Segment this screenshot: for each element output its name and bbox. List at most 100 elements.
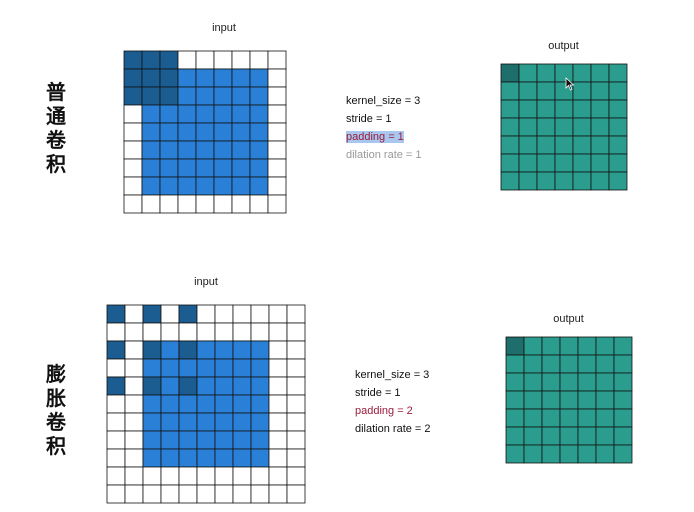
padding-cell <box>214 304 234 324</box>
padding-cell <box>178 322 198 342</box>
padding-cell <box>286 394 306 414</box>
padding-cell <box>160 466 180 486</box>
padding-cell <box>123 104 143 124</box>
input-cell <box>250 412 270 432</box>
padding-cell <box>196 484 216 504</box>
input-cell <box>160 394 180 414</box>
output-cell <box>500 117 520 137</box>
output-cell <box>590 171 610 191</box>
input-cell <box>231 122 251 142</box>
kernel-cell <box>142 376 162 396</box>
padding-cell <box>268 358 288 378</box>
input-cell <box>159 158 179 178</box>
padding-cell <box>268 394 288 414</box>
output-cell <box>523 444 543 464</box>
output-cell <box>554 99 574 119</box>
padding-cell <box>268 304 288 324</box>
output-cell <box>554 153 574 173</box>
padding-cell <box>123 158 143 178</box>
input-cell <box>178 412 198 432</box>
input-cell <box>214 340 234 360</box>
input-cell <box>213 122 233 142</box>
output-cell <box>541 444 561 464</box>
output-cell <box>536 135 556 155</box>
padding-cell <box>268 412 288 432</box>
output-cell <box>572 63 592 83</box>
padding-cell <box>250 304 270 324</box>
input-cell <box>195 158 215 178</box>
padding-cell <box>124 376 144 396</box>
padding-cell <box>213 194 233 214</box>
input-cell <box>214 376 234 396</box>
output-cell <box>559 426 579 446</box>
input-cell <box>232 430 252 450</box>
input-cell <box>213 176 233 196</box>
padding-cell <box>268 340 288 360</box>
input-cell <box>196 340 216 360</box>
mouse-cursor-icon <box>565 77 575 96</box>
input-cell <box>195 122 215 142</box>
output-cell <box>572 153 592 173</box>
kernel-cell <box>123 50 143 70</box>
padding-cell <box>160 484 180 504</box>
output-cell <box>559 372 579 392</box>
output-cell <box>613 426 633 446</box>
output-cell <box>523 408 543 428</box>
input-cell <box>141 140 161 160</box>
output-cell <box>505 426 525 446</box>
padding-cell <box>267 158 287 178</box>
input-cell <box>178 448 198 468</box>
padding-cell <box>249 50 269 70</box>
output-cell <box>518 135 538 155</box>
kernel-cell <box>142 304 162 324</box>
param-kernel-size: kernel_size = 3 <box>355 369 430 381</box>
input-cell <box>178 358 198 378</box>
output-cell <box>595 426 615 446</box>
output-cell <box>541 426 561 446</box>
input-cell <box>178 430 198 450</box>
output-cell <box>523 354 543 374</box>
output-cell <box>577 408 597 428</box>
input-cell <box>142 412 162 432</box>
padding-cell <box>106 358 126 378</box>
input-cell <box>250 448 270 468</box>
padding-cell <box>267 122 287 142</box>
padding-cell <box>267 68 287 88</box>
padding-cell <box>106 430 126 450</box>
output-cell <box>572 81 592 101</box>
input-cell <box>196 412 216 432</box>
input-cell <box>213 158 233 178</box>
kernel-cell <box>178 340 198 360</box>
kernel-cell <box>159 68 179 88</box>
padding-cell <box>267 50 287 70</box>
output-cell <box>500 81 520 101</box>
padding-cell <box>124 466 144 486</box>
input-cell <box>141 158 161 178</box>
output-cell <box>608 153 628 173</box>
padding-cell <box>232 322 252 342</box>
input-grid-normal <box>123 50 287 214</box>
output-cell <box>518 81 538 101</box>
input-cell <box>214 430 234 450</box>
output-cell <box>613 336 633 356</box>
input-cell <box>249 86 269 106</box>
input-cell <box>232 340 252 360</box>
input-cell <box>160 340 180 360</box>
padding-cell <box>123 122 143 142</box>
param-stride: stride = 1 <box>346 113 392 125</box>
input-cell <box>142 358 162 378</box>
input-cell <box>196 358 216 378</box>
kernel-cell <box>141 50 161 70</box>
output-cell <box>536 117 556 137</box>
input-cell <box>177 104 197 124</box>
output-cell <box>590 81 610 101</box>
padding-cell <box>214 484 234 504</box>
padding-cell <box>106 322 126 342</box>
output-cell <box>500 135 520 155</box>
output-cell <box>505 390 525 410</box>
padding-cell <box>250 322 270 342</box>
output-cell <box>613 408 633 428</box>
input-cell <box>177 86 197 106</box>
padding-cell <box>267 140 287 160</box>
output-cell <box>518 63 538 83</box>
